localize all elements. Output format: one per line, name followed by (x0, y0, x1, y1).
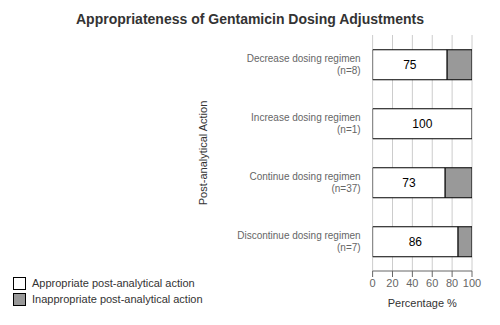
svg-text:Post-analytical Action: Post-analytical Action (197, 101, 209, 206)
svg-text:100: 100 (412, 117, 432, 131)
svg-text:40: 40 (406, 277, 418, 289)
svg-text:75: 75 (403, 58, 417, 72)
svg-text:0: 0 (370, 277, 376, 289)
html-text:Appropriate post-analytical ac: Appropriate post-analytical action (32, 277, 195, 289)
svg-text:Increase dosing regimen(n=1): Increase dosing regimen(n=1) (251, 111, 361, 134)
html-text:Inappropriate post-analytical: Inappropriate post-analytical action (32, 293, 203, 305)
html-text:Appropriateness of Gentamicin: Appropriateness of Gentamicin Dosing Adj… (76, 11, 424, 27)
svg-text:Percentage %: Percentage % (388, 297, 457, 309)
svg-text:73: 73 (402, 176, 416, 190)
svg-text:100: 100 (463, 277, 481, 289)
svg-text:Discontinue dosing regimen(n=7: Discontinue dosing regimen(n=7) (237, 229, 360, 252)
svg-text:80: 80 (446, 277, 458, 289)
svg-text:86: 86 (409, 235, 423, 249)
svg-text:20: 20 (386, 277, 398, 289)
svg-text:Continue dosing regimen(n=37): Continue dosing regimen(n=37) (249, 170, 360, 193)
svg-text:60: 60 (426, 277, 438, 289)
svg-text:Decrease dosing regimen(n=8): Decrease dosing regimen(n=8) (247, 52, 361, 75)
